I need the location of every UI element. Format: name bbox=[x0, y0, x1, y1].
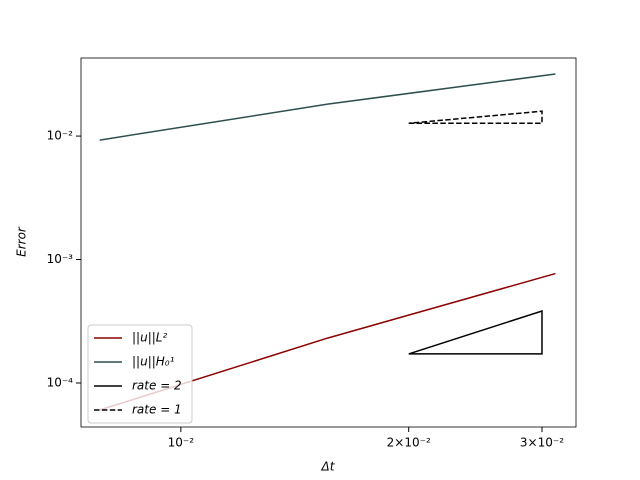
line-series bbox=[408, 309, 543, 355]
line-series bbox=[408, 110, 543, 125]
y-tick-label: 10⁻² bbox=[47, 129, 74, 143]
x-tick-label: 10⁻² bbox=[168, 436, 195, 450]
plot-frame bbox=[80, 57, 577, 428]
legend-label: ||u||H₀¹ bbox=[132, 355, 175, 369]
y-tick-label: 10⁻³ bbox=[47, 252, 74, 266]
legend-box bbox=[87, 324, 193, 424]
line-series bbox=[99, 73, 556, 141]
legend-label: rate = 2 bbox=[132, 379, 182, 393]
legend-label: rate = 1 bbox=[132, 403, 182, 417]
x-axis-label: Δt bbox=[321, 460, 336, 474]
x-tick-label: 3×10⁻² bbox=[520, 436, 564, 450]
x-tick-label: 2×10⁻² bbox=[387, 436, 431, 450]
y-axis-label: Error bbox=[15, 226, 29, 257]
y-tick-label: 10⁻⁴ bbox=[47, 375, 74, 389]
legend-label: ||u||L² bbox=[132, 331, 167, 345]
